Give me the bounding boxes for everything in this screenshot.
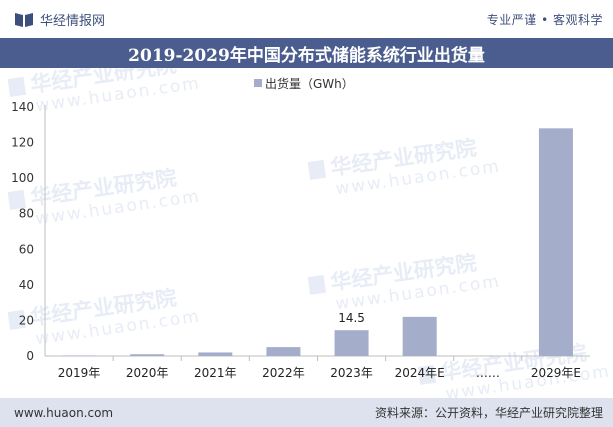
y-tick-label: 80 [19,207,34,221]
watermark-logo-icon [307,274,327,295]
x-tick-label: 2021年 [194,366,237,380]
watermark-logo-icon [307,159,327,180]
bar [130,354,165,356]
y-tick-label: 0 [26,349,34,363]
x-tick-label: 2023年 [330,366,373,380]
watermark-logo-icon [7,189,27,210]
footer: www.huaon.com 资料来源：公开资料，华经产业研究院整理 [0,398,613,427]
x-tick-label: 2020年 [126,366,169,380]
watermark-logo-icon [417,364,437,385]
footer-source: 资料来源：公开资料，华经产业研究院整理 [374,406,603,420]
chart-title: 2019-2029年中国分布式储能系统行业出货量 [128,45,485,66]
bar [334,330,369,356]
watermark-logo-icon [7,309,27,330]
bar [62,355,97,356]
bar [266,347,301,356]
x-tick-label: 2024年E [395,366,445,380]
x-tick-label: 2029年E [531,366,581,380]
top-header: 华经情报网 专业严谨 • 客观科学 [0,0,613,38]
watermark-logo-icon [7,76,27,97]
legend-label: 出货量（GWh） [265,76,354,91]
data-label: 14.5 [338,311,365,325]
y-tick-label: 120 [11,136,34,150]
y-tick-label: 40 [19,278,34,292]
y-tick-label: 100 [11,171,34,185]
legend-swatch [254,79,262,87]
bar [402,316,437,356]
x-tick-label: 2019年 [58,366,101,380]
book-logo-icon [15,13,33,27]
y-tick-label: 140 [11,100,34,114]
brand-name: 华经情报网 [40,13,106,29]
brand: 华经情报网 [14,10,105,29]
title-bar: 2019-2029年中国分布式储能系统行业出货量 [0,38,613,68]
slogan: 专业严谨 • 客观科学 [486,12,603,27]
y-tick-label: 60 [19,242,34,256]
y-tick-label: 20 [19,313,34,327]
bar [198,352,233,356]
x-tick-label: …… [476,366,500,380]
bar [538,128,573,356]
x-tick-label: 2022年 [262,366,305,380]
footer-website: www.huaon.com [14,405,114,420]
